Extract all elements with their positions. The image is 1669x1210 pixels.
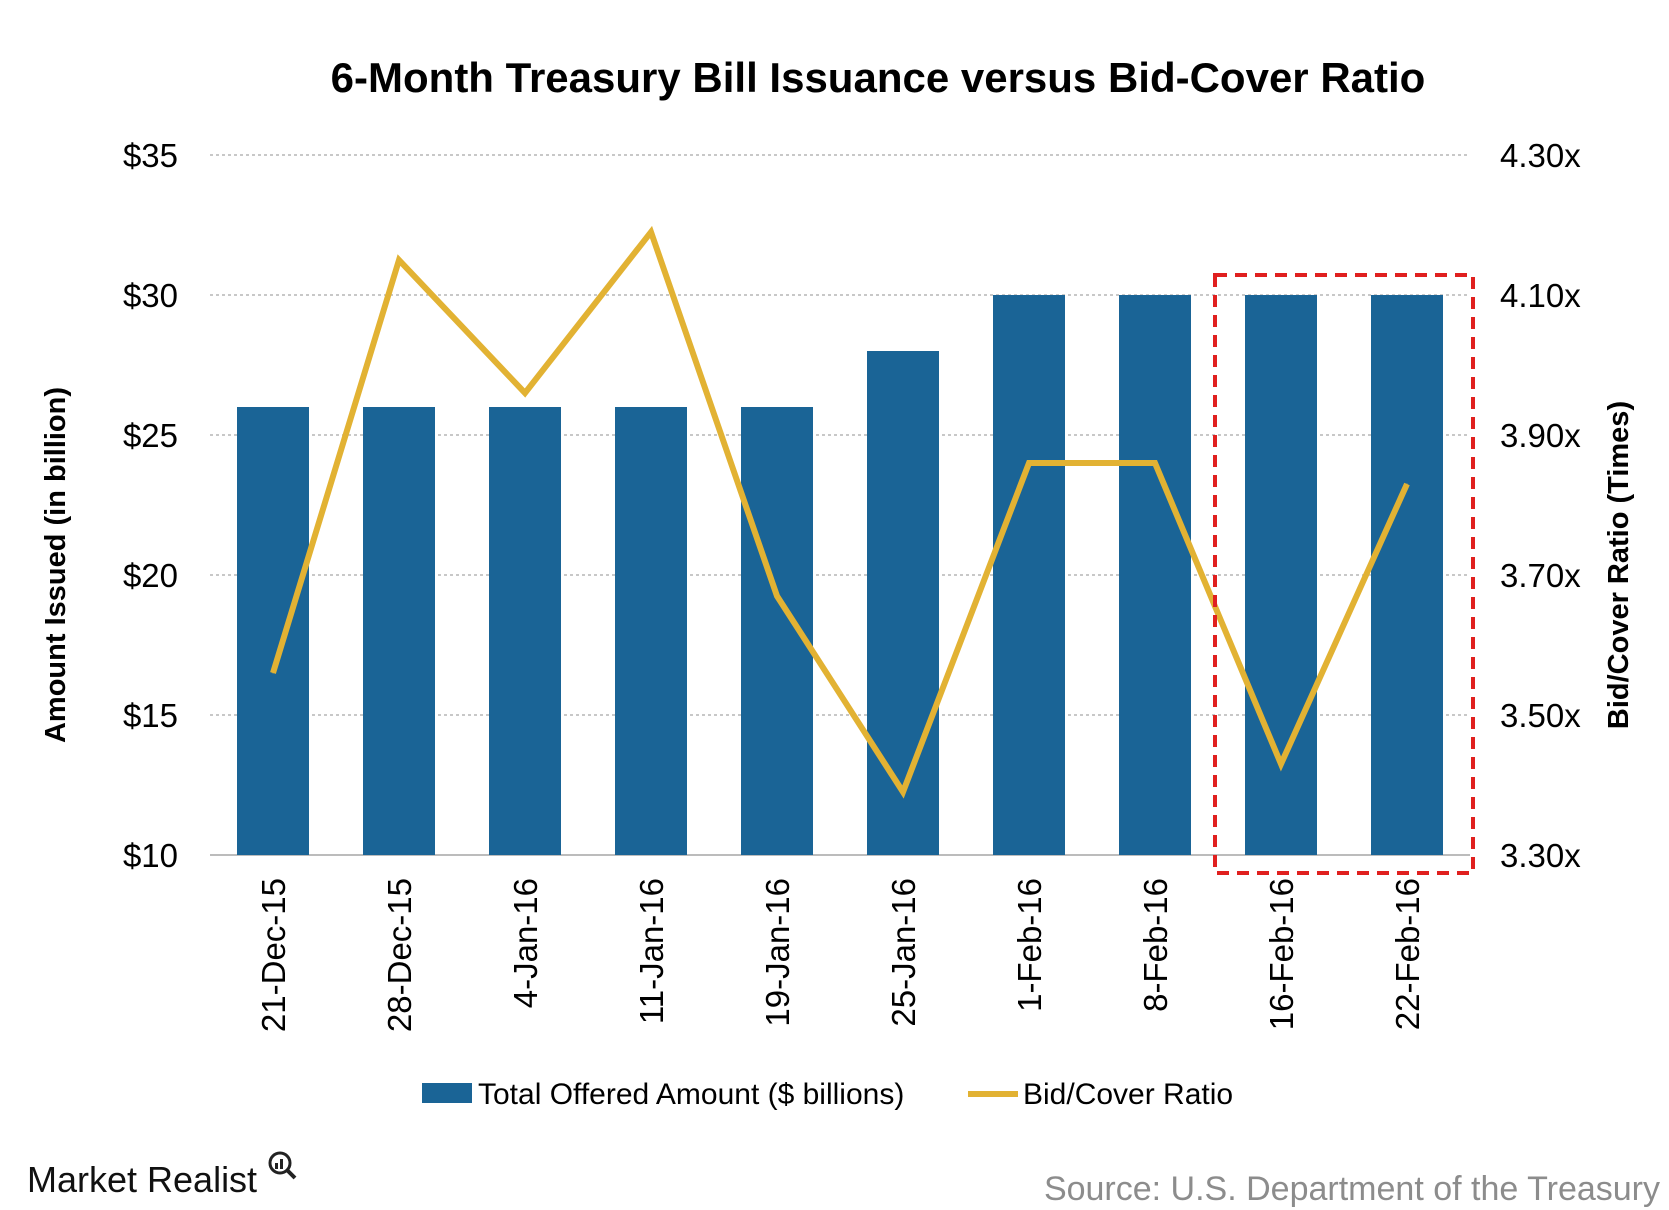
y-tick-label-left: $20 <box>123 557 178 594</box>
x-tick-label: 25-Jan-16 <box>885 878 922 1027</box>
right-axis-ticks: 3.30x 3.50x 3.70x 3.90x 4.10x 4.30x <box>1500 137 1581 874</box>
y-tick-label-left: $15 <box>123 697 178 734</box>
highlight-box-group <box>1213 273 1475 875</box>
bar <box>867 351 939 855</box>
legend: Total Offered Amount ($ billions) Bid/Co… <box>422 1078 1233 1111</box>
y-tick-label-right: 3.90x <box>1500 417 1581 454</box>
brand-logo: Market Realist <box>27 1151 297 1200</box>
x-tick-label: 21-Dec-15 <box>255 878 292 1032</box>
line-point <box>650 231 652 233</box>
bid-cover-line <box>270 225 1410 799</box>
bar <box>1119 295 1191 855</box>
chart-title: 6-Month Treasury Bill Issuance versus Bi… <box>331 54 1426 101</box>
line-point <box>272 672 274 674</box>
line-point <box>902 791 904 793</box>
y-tick-label-right: 4.10x <box>1500 277 1581 314</box>
y-tick-label-left: $10 <box>123 837 178 874</box>
y-axis-title-left: Amount Issued (in billion) <box>40 387 72 743</box>
x-tick-label: 1-Feb-16 <box>1011 878 1048 1012</box>
line-point <box>1154 462 1156 464</box>
x-tick-label: 4-Jan-16 <box>507 878 544 1008</box>
y-tick-label-left: $25 <box>123 417 178 454</box>
x-tick-label: 28-Dec-15 <box>381 878 418 1032</box>
bar <box>1371 295 1443 855</box>
legend-line-label: Bid/Cover Ratio <box>1023 1078 1233 1111</box>
brand-name: Market Realist <box>27 1159 257 1200</box>
line-point <box>1406 483 1408 485</box>
legend-bar-swatch <box>422 1083 472 1103</box>
x-tick-label: 16-Feb-16 <box>1263 878 1300 1030</box>
bar <box>489 407 561 855</box>
line-point <box>1028 462 1030 464</box>
bar <box>615 407 687 855</box>
x-tick-label: 19-Jan-16 <box>759 878 796 1027</box>
x-tick-label: 11-Jan-16 <box>633 878 670 1024</box>
y-tick-label-right: 3.30x <box>1500 837 1581 874</box>
x-tick-label: 8-Feb-16 <box>1137 878 1174 1012</box>
bar <box>363 407 435 855</box>
left-axis-ticks: $10 $15 $20 $25 $30 $35 <box>123 137 178 874</box>
y-tick-label-right: 3.50x <box>1500 697 1581 734</box>
source-note: Source: U.S. Department of the Treasury <box>1044 1170 1660 1208</box>
y-tick-label-left: $35 <box>123 137 178 174</box>
highlight-box <box>1213 273 1475 875</box>
line-series <box>270 225 1410 799</box>
x-tick-label: 22-Feb-16 <box>1389 878 1426 1030</box>
line-point <box>1280 763 1282 765</box>
line-point <box>398 259 400 261</box>
line-point <box>524 392 526 394</box>
line-point <box>776 595 778 597</box>
x-axis-ticks: 21-Dec-15 28-Dec-15 4-Jan-16 11-Jan-16 19-Ja… <box>255 878 1426 1032</box>
y-tick-label-left: $30 <box>123 277 178 314</box>
y-axis-title-right: Bid/Cover Ratio (Times) <box>1603 401 1635 729</box>
y-tick-label-right: 4.30x <box>1500 137 1581 174</box>
legend-bar-label: Total Offered Amount ($ billions) <box>478 1078 904 1111</box>
magnifier-chart-icon <box>268 1151 297 1180</box>
bar-series <box>237 295 1443 855</box>
bar <box>237 407 309 855</box>
bar <box>993 295 1065 855</box>
y-tick-label-right: 3.70x <box>1500 557 1581 594</box>
